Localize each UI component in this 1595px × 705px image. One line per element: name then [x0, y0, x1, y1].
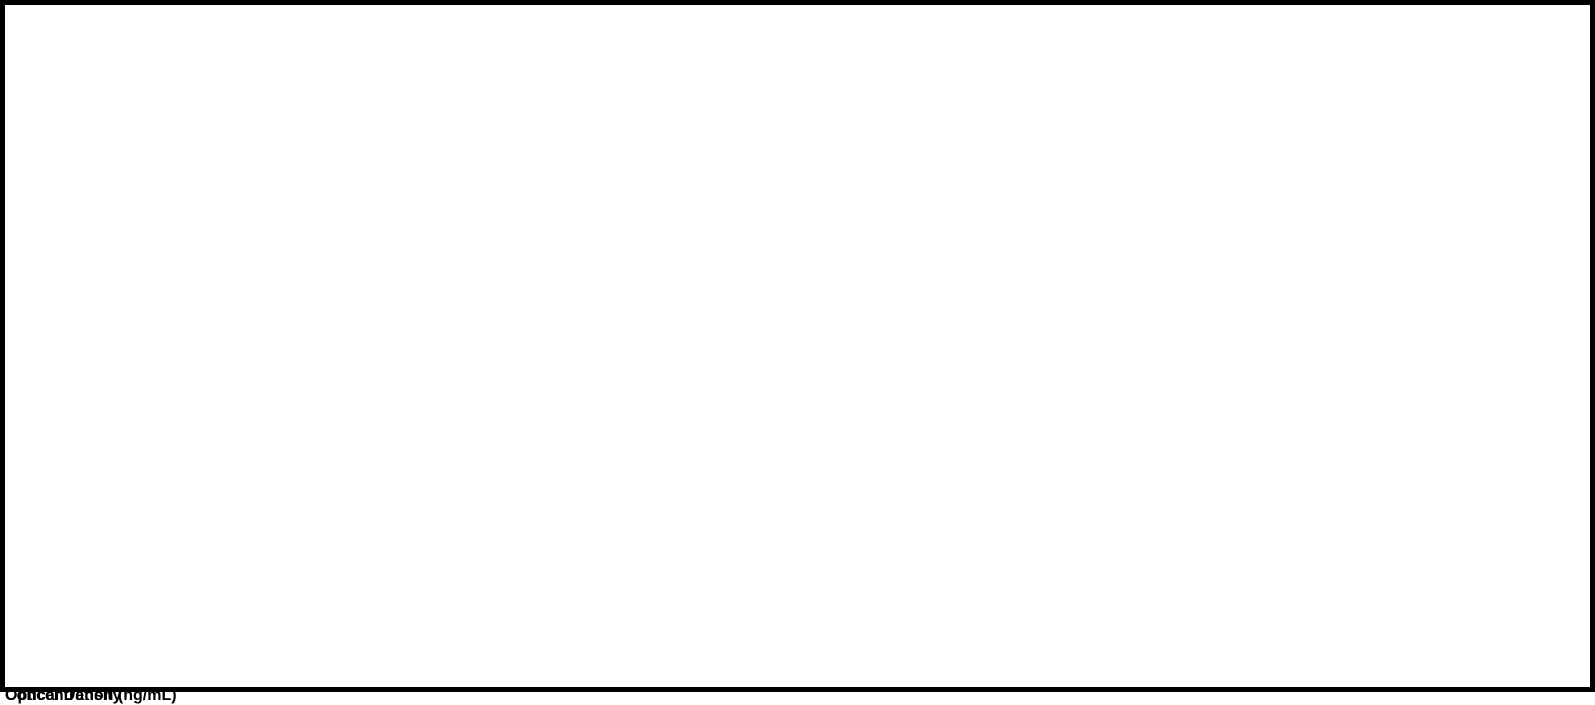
x-axis-label: Concentration (ng/mL) — [5, 687, 177, 705]
chart-frame: Optical Density Concentration (ng/mL) — [0, 0, 1595, 692]
chart-canvas — [5, 5, 1590, 687]
